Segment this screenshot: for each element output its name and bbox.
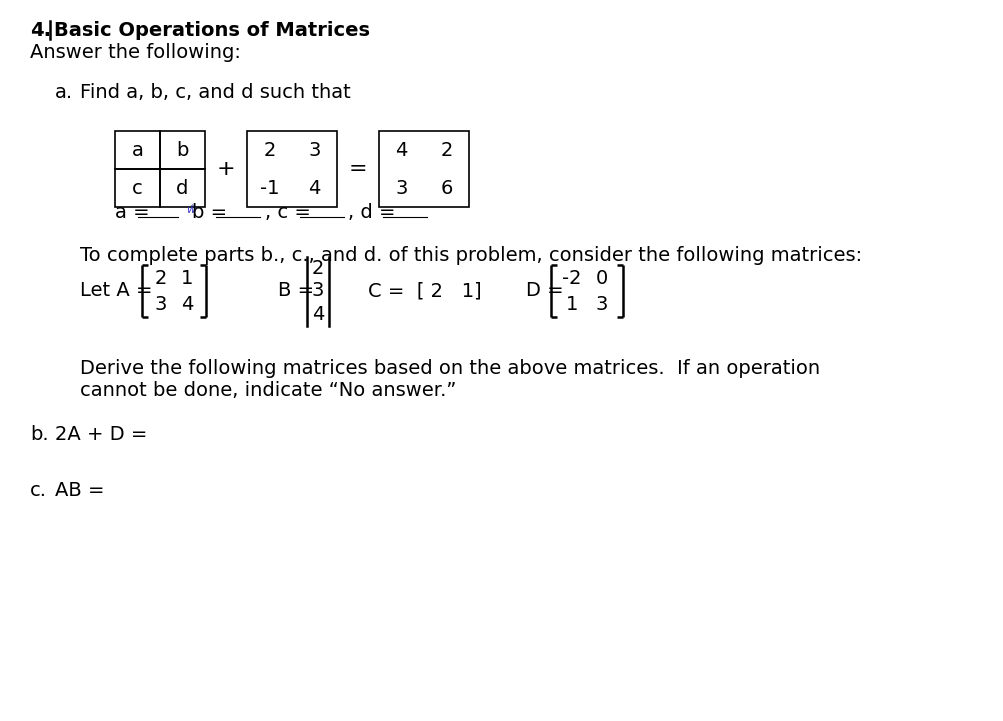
Text: a: a: [131, 141, 143, 159]
Text: 4: 4: [308, 179, 320, 198]
Bar: [115, 169, 159, 207]
Text: a.: a.: [55, 83, 73, 102]
Text: b.: b.: [30, 425, 48, 444]
Text: , c =: , c =: [265, 203, 311, 222]
Text: ŵ: ŵ: [186, 205, 195, 215]
Text: Answer the following:: Answer the following:: [30, 43, 241, 62]
Text: +: +: [217, 159, 236, 179]
Text: Let A =: Let A =: [80, 281, 152, 301]
Text: 3: 3: [312, 281, 324, 301]
Text: Basic Operations of Matrices: Basic Operations of Matrices: [54, 21, 370, 40]
Text: 2: 2: [312, 259, 324, 278]
Text: 4: 4: [181, 294, 193, 314]
Text: -2: -2: [562, 268, 581, 288]
Bar: [159, 131, 205, 169]
Text: Find a, b, c, and d such that: Find a, b, c, and d such that: [80, 83, 350, 102]
Text: 2A + D =: 2A + D =: [55, 425, 147, 444]
Text: d: d: [177, 179, 189, 198]
Text: cannot be done, indicate “No answer.”: cannot be done, indicate “No answer.”: [80, 381, 456, 400]
Bar: [159, 169, 205, 207]
Text: D =: D =: [526, 281, 563, 301]
Text: 4: 4: [312, 304, 324, 324]
Text: 1: 1: [566, 294, 578, 314]
Text: =: =: [349, 159, 367, 179]
Text: 3: 3: [395, 179, 407, 198]
Text: c.: c.: [30, 481, 47, 500]
Text: , d =: , d =: [348, 203, 395, 222]
Text: 2: 2: [154, 268, 168, 288]
Text: 2: 2: [440, 141, 452, 159]
Text: 4.: 4.: [30, 21, 51, 40]
Text: 6: 6: [440, 179, 452, 198]
Text: 4: 4: [395, 141, 407, 159]
Text: 0: 0: [596, 268, 608, 288]
Text: AB =: AB =: [55, 481, 104, 500]
Text: Derive the following matrices based on the above matrices.  If an operation: Derive the following matrices based on t…: [80, 359, 819, 378]
Text: c: c: [132, 179, 142, 198]
Text: b =: b =: [192, 203, 227, 222]
Text: a =: a =: [115, 203, 149, 222]
Text: 3: 3: [308, 141, 320, 159]
Text: C =  [ 2   1]: C = [ 2 1]: [368, 281, 481, 301]
Bar: [378, 131, 468, 207]
Text: -1: -1: [260, 179, 279, 198]
Bar: [247, 131, 337, 207]
Text: 1: 1: [181, 268, 193, 288]
Bar: [115, 131, 159, 169]
Text: 3: 3: [154, 294, 168, 314]
Text: 2: 2: [263, 141, 276, 159]
Text: 3: 3: [595, 294, 608, 314]
Text: b: b: [177, 141, 189, 159]
Text: To complete parts b., c., and d. of this problem, consider the following matrice: To complete parts b., c., and d. of this…: [80, 246, 862, 265]
Text: B =: B =: [278, 281, 314, 301]
